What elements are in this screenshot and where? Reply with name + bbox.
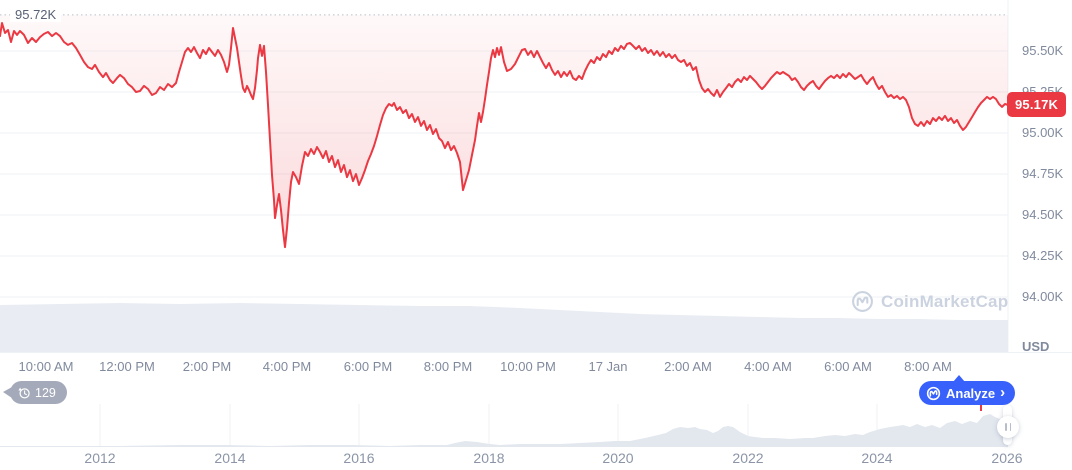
year-axis-label: 2026 bbox=[991, 450, 1023, 466]
price-line bbox=[0, 22, 1011, 249]
price-axis-label: 95.00K bbox=[1022, 125, 1064, 140]
analyze-logo-icon bbox=[926, 386, 941, 400]
price-axis-label: 94.25K bbox=[1022, 248, 1064, 263]
coinmarketcap-logo-icon bbox=[852, 291, 873, 312]
history-count-badge[interactable]: 129 bbox=[10, 381, 67, 404]
time-axis-label: 2:00 PM bbox=[182, 359, 232, 374]
time-axis-label: 6:00 PM bbox=[343, 359, 393, 374]
analyze-button[interactable]: Analyze › bbox=[919, 381, 1016, 405]
year-axis-label: 2020 bbox=[602, 450, 634, 466]
volume-area bbox=[0, 303, 1008, 352]
history-clock-icon bbox=[18, 387, 30, 399]
analyze-bubble-tail bbox=[953, 375, 965, 382]
high-price-label: 95.72K bbox=[10, 7, 62, 22]
year-axis-label: 2014 bbox=[214, 450, 246, 466]
time-axis-label: 6:00 AM bbox=[824, 359, 872, 374]
price-axis-label: 95.50K bbox=[1022, 43, 1064, 58]
watermark-text: CoinMarketCap bbox=[881, 291, 1009, 311]
year-axis-label: 2018 bbox=[473, 450, 505, 466]
year-axis-label: 2024 bbox=[861, 450, 893, 466]
history-badge-tail bbox=[3, 387, 12, 398]
minimap-area bbox=[0, 414, 1008, 447]
time-axis-label: 4:00 PM bbox=[262, 359, 312, 374]
chevron-right-icon: › bbox=[1000, 383, 1006, 401]
year-axis-label: 2022 bbox=[732, 450, 764, 466]
current-price-badge: 95.17K bbox=[1007, 92, 1067, 117]
time-axis-label: 2:00 AM bbox=[664, 359, 712, 374]
coinmarketcap-watermark: CoinMarketCap bbox=[851, 290, 1008, 313]
time-axis-label: 17 Jan bbox=[588, 359, 628, 374]
time-axis-label: 10:00 PM bbox=[500, 359, 556, 374]
time-axis-label: 8:00 AM bbox=[904, 359, 952, 374]
year-axis-label: 2012 bbox=[84, 450, 116, 466]
analyze-label: Analyze bbox=[946, 385, 996, 401]
currency-label: USD bbox=[1022, 339, 1050, 354]
time-axis-label: 12:00 PM bbox=[99, 359, 155, 374]
minimap-scrub-handle[interactable] bbox=[997, 416, 1019, 438]
price-axis-label: 94.50K bbox=[1022, 207, 1064, 222]
time-axis-label: 8:00 PM bbox=[423, 359, 473, 374]
history-count: 129 bbox=[35, 385, 56, 400]
time-axis-label: 10:00 AM bbox=[18, 359, 74, 374]
year-axis-label: 2016 bbox=[343, 450, 375, 466]
price-axis-label: 94.00K bbox=[1022, 289, 1064, 304]
price-fill-area bbox=[0, 14, 1008, 248]
time-axis-label: 4:00 AM bbox=[744, 359, 792, 374]
price-axis-label: 94.75K bbox=[1022, 166, 1064, 181]
